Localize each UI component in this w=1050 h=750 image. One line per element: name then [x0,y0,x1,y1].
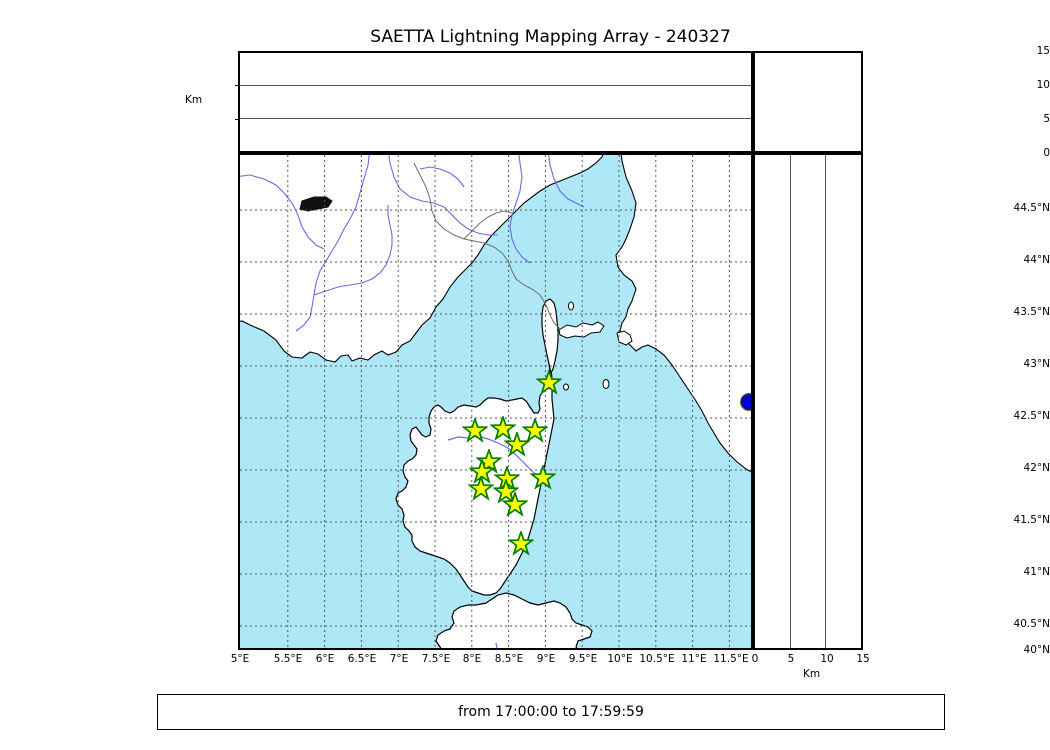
top-panel-ylabel: Km [185,94,203,106]
cap-corse [541,298,559,375]
map-svg [240,155,751,648]
ytick-lat-43_5: 43.5°N [1013,306,1050,318]
gridline-right-10km [825,155,826,648]
xtick-lon-8_5: 8.5°E [494,653,524,665]
xtick-lon-7_5: 7.5°E [421,653,451,665]
river-durance [313,205,393,296]
ytick-top-15: 15 [1036,45,1050,57]
xtick-lon-6: 6°E [315,653,335,665]
tickmark-top-5 [235,119,238,120]
sardinia-island [435,592,593,648]
page-title: SAETTA Lightning Mapping Array - 240327 [370,27,731,47]
ytick-lat-42_5: 42.5°N [1013,410,1050,422]
ytick-lat-44_5: 44.5°N [1013,202,1050,214]
height-vs-longitude-panel[interactable] [238,51,753,153]
river-rhone [295,155,370,332]
river-ne-1 [419,166,465,188]
map-gridlines [240,155,751,648]
xtick-lon-9: 9°E [536,653,556,665]
xtick-right-10: 10 [820,653,834,665]
ytick-lat-40_5: 40.5°N [1013,618,1050,630]
ytick-top-0: 0 [1043,147,1050,159]
xtick-lon-11_5: 11.5°E [713,653,749,665]
status-bar[interactable]: from 17:00:00 to 17:59:59 [157,694,945,730]
tickmark-top-10 [235,85,238,86]
right-panel-xlabel: Km [803,668,821,680]
islet-giglio [602,379,610,389]
xtick-lon-5_5: 5.5°E [273,653,303,665]
ytick-top-5: 5 [1043,113,1050,125]
altitude-histogram-panel[interactable] [753,51,863,153]
blue-marker[interactable] [740,393,752,411]
ytick-lat-40: 40°N [1023,644,1050,656]
xtick-right-0: 0 [751,653,759,665]
xtick-right-15: 15 [856,653,870,665]
ytick-lat-44: 44°N [1023,254,1050,266]
mainland-landmass [240,155,604,363]
xtick-lon-10: 10°E [607,653,633,665]
xtick-lon-8: 8°E [462,653,482,665]
gridline-right-5km [790,155,791,648]
river-po-tributary [509,155,531,264]
border-line-1 [413,162,561,330]
gridline-10km [240,85,751,86]
xtick-lon-7: 7°E [389,653,409,665]
map-panel[interactable] [238,153,753,650]
etang-feature [299,196,333,212]
river-upper-1 [240,174,325,250]
ytick-lat-41_5: 41.5°N [1013,514,1050,526]
gridline-5km [240,118,751,119]
xtick-lon-10_5: 10.5°E [639,653,675,665]
corsica-river [447,435,547,486]
ytick-lat-43: 43°N [1023,358,1050,370]
elba-island [558,321,605,339]
ytick-lat-42: 42°N [1023,462,1050,474]
ytick-top-10: 10 [1036,79,1050,91]
status-bar-text: from 17:00:00 to 17:59:59 [458,704,644,720]
height-vs-latitude-panel[interactable] [753,153,863,650]
xtick-lon-5: 5°E [230,653,250,665]
xtick-lon-11: 11°E [681,653,707,665]
xtick-right-5: 5 [787,653,795,665]
river-upper-2 [388,155,498,236]
islet-capraia [568,301,574,311]
islet-montecristo [563,383,569,391]
river-alps-1 [548,155,585,208]
xtick-lon-9_5: 9.5°E [568,653,598,665]
xtick-lon-6_5: 6.5°E [347,653,377,665]
ytick-lat-41: 41°N [1023,566,1050,578]
